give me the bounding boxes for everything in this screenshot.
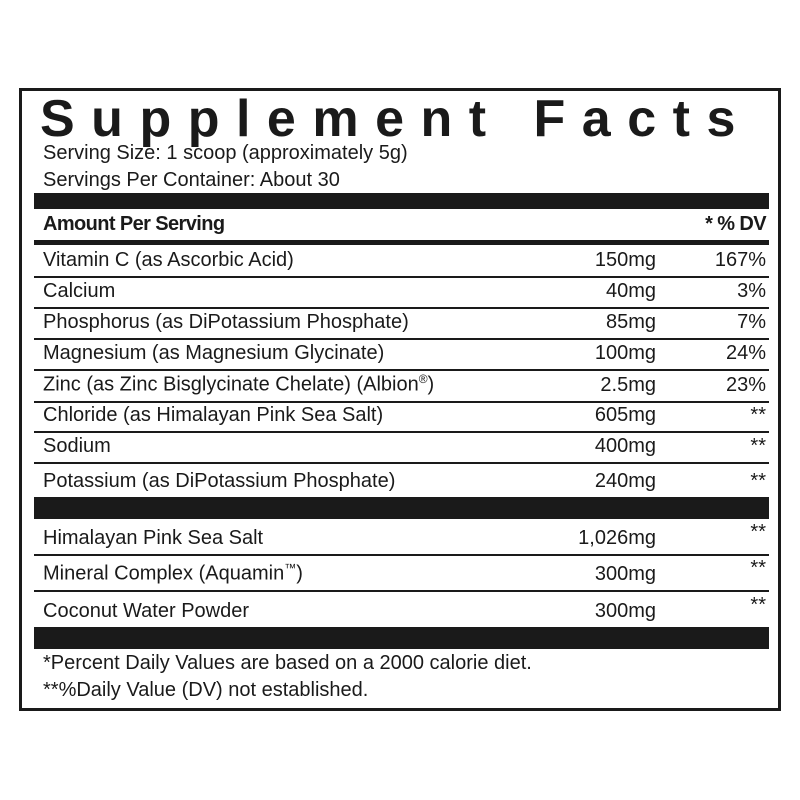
- ingredient-amount: 1,026mg: [578, 527, 656, 549]
- nutrient-row: Vitamin C (as Ascorbic Acid) 150mg 167%: [34, 245, 769, 278]
- nutrient-dv: **: [750, 470, 766, 492]
- ingredient-row: Himalayan Pink Sea Salt 1,026mg **: [34, 519, 769, 556]
- nutrient-name: Phosphorus (as DiPotassium Phosphate): [43, 311, 409, 333]
- nutrient-amount: 150mg: [594, 249, 656, 271]
- nutrient-row: Magnesium (as Magnesium Glycinate) 100mg 2…: [34, 340, 769, 371]
- nutrient-name: Zinc (as Zinc Bisglycinate Chelate) (Alb…: [43, 372, 434, 397]
- nutrient-amount: 605mg: [594, 404, 656, 426]
- nutrient-row: Sodium 400mg **: [34, 433, 769, 464]
- registered-mark: ®: [418, 372, 428, 387]
- name-end: ): [427, 374, 435, 396]
- nutrient-dv: 7%: [737, 311, 766, 333]
- footnote-not-established: **%Daily Value (DV) not established.: [43, 679, 369, 701]
- trademark: ™: [284, 561, 297, 576]
- nutrient-row: Potassium (as DiPotassium Phosphate) 240m…: [34, 464, 769, 497]
- nutrient-name: Magnesium (as Magnesium Glycinate): [43, 342, 385, 364]
- name-end: ): [296, 563, 303, 585]
- nutrient-row: Phosphorus (as DiPotassium Phosphate) 85m…: [34, 309, 769, 340]
- servings-per-container: Servings Per Container: About 30: [43, 169, 340, 191]
- nutrient-amount: 40mg: [605, 280, 656, 302]
- nutrient-row: Zinc (as Zinc Bisglycinate Chelate) (Alb…: [34, 371, 769, 403]
- nutrient-dv: 167%: [714, 249, 766, 271]
- supplement-facts-panel: Supplement Facts Serving Size: 1 scoop (…: [19, 88, 781, 711]
- ingredient-dv: **: [750, 557, 766, 579]
- nutrient-dv: **: [750, 435, 766, 457]
- ingredient-amount: 300mg: [594, 600, 656, 622]
- ingredient-dv: **: [750, 521, 766, 543]
- nutrient-name: Potassium (as DiPotassium Phosphate): [43, 470, 396, 492]
- nutrient-name: Chloride (as Himalayan Pink Sea Salt): [43, 404, 384, 426]
- nutrient-dv: 24%: [725, 342, 766, 364]
- panel-title: Supplement Facts: [40, 90, 752, 148]
- nutrient-amount: 400mg: [594, 435, 656, 457]
- ingredient-row: Coconut Water Powder 300mg **: [34, 592, 769, 627]
- nutrient-row: Chloride (as Himalayan Pink Sea Salt) 605…: [34, 403, 769, 433]
- nutrient-amount: 2.5mg: [600, 374, 656, 396]
- ingredient-name: Mineral Complex (Aquamin™): [43, 561, 303, 586]
- footnote-dv: *Percent Daily Values are based on a 200…: [43, 652, 532, 674]
- name-text: Mineral Complex (Aquamin: [43, 563, 285, 585]
- ingredient-dv: **: [750, 594, 766, 616]
- nutrient-amount: 100mg: [594, 342, 656, 364]
- ingredient-name: Himalayan Pink Sea Salt: [43, 527, 264, 549]
- name-text: Zinc (as Zinc Bisglycinate Chelate) (Alb…: [43, 374, 419, 396]
- divider-bar: [34, 497, 769, 519]
- nutrient-amount: 240mg: [594, 470, 656, 492]
- ingredient-amount: 300mg: [594, 563, 656, 585]
- divider-bar: [34, 193, 769, 209]
- nutrient-name: Vitamin C (as Ascorbic Acid): [43, 249, 294, 271]
- nutrient-name: Sodium: [43, 435, 111, 457]
- nutrient-name: Calcium: [43, 280, 116, 302]
- amount-per-serving-label: Amount Per Serving: [43, 213, 225, 235]
- dv-label: * % DV: [705, 213, 766, 235]
- nutrient-amount: 85mg: [605, 311, 656, 333]
- divider-bar: [34, 627, 769, 649]
- ingredient-name: Coconut Water Powder: [43, 600, 250, 622]
- nutrient-dv: 3%: [737, 280, 766, 302]
- serving-size: Serving Size: 1 scoop (approximately 5g): [43, 142, 408, 164]
- nutrient-dv: **: [750, 404, 766, 426]
- nutrient-dv: 23%: [725, 374, 766, 396]
- nutrient-row: Calcium 40mg 3%: [34, 278, 769, 309]
- ingredient-row: Mineral Complex (Aquamin™) 300mg **: [34, 556, 769, 592]
- header-row: Amount Per Serving * % DV: [34, 209, 769, 245]
